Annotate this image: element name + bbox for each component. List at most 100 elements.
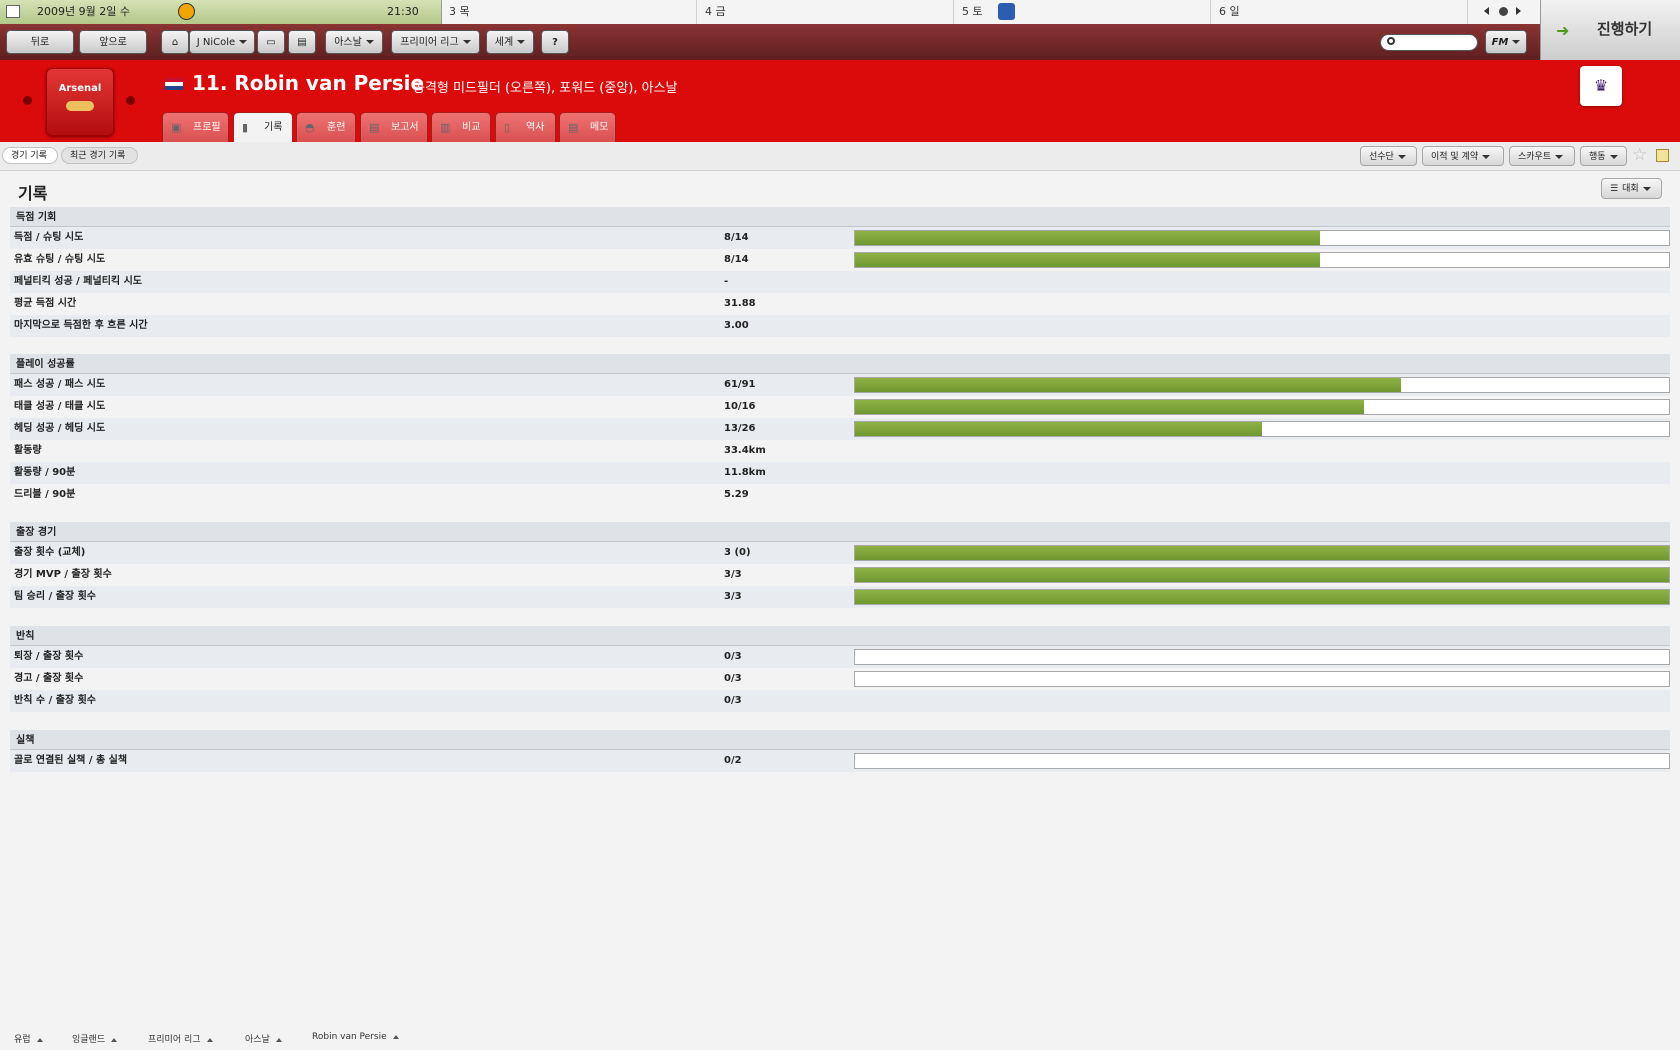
nationality-flag-icon	[165, 78, 183, 90]
stat-label: 활동량	[14, 445, 42, 456]
news-icon: ▤	[297, 37, 307, 48]
world-menu[interactable]: 세계	[486, 30, 534, 54]
training-cone-icon: ◓	[305, 121, 315, 134]
tab-compare[interactable]: ▥ 비교	[431, 112, 491, 142]
breadcrumb-item[interactable]: 잉글랜드	[72, 1032, 118, 1045]
notes-icon: ▤	[568, 121, 579, 134]
stat-label: 유효 슈팅 / 슈팅 시도	[14, 254, 106, 265]
calendar-prev-icon[interactable]	[1484, 7, 1489, 15]
stat-value: 3.00	[724, 320, 749, 331]
next-player-icon[interactable]	[126, 96, 135, 105]
stat-label: 퇴장 / 출장 횟수	[14, 651, 84, 662]
continue-button[interactable]: ➜ 진행하기	[1540, 0, 1680, 60]
page-title: 기록	[18, 184, 48, 203]
calendar-today[interactable]: 2009년 9월 2일 수 21:30	[0, 0, 442, 24]
calendar-next-icon[interactable]	[1516, 7, 1521, 15]
search-field[interactable]	[1380, 34, 1478, 51]
calendar-today-dot-icon[interactable]	[1499, 7, 1508, 16]
league-menu[interactable]: 프리미어 리그	[391, 30, 480, 54]
chevron-down-icon	[1642, 186, 1651, 191]
calendar-day[interactable]: 5 토	[954, 0, 1211, 24]
stat-label: 팀 승리 / 출장 횟수	[14, 591, 96, 602]
subtab-recent-matches[interactable]: 최근 경기 기록	[61, 147, 138, 164]
notes-add-icon[interactable]	[1656, 149, 1669, 162]
stat-value: 61/91	[724, 379, 756, 390]
player-positions: 공격형 미드필더 (오른쪽), 포워드 (중앙), 아스날	[413, 81, 678, 96]
stat-label: 출장 횟수 (교체)	[14, 547, 86, 558]
player-name-title: 11. Robin van Persie	[192, 71, 425, 95]
calendar-day[interactable]: 6 일	[1211, 0, 1468, 24]
section-header: 실책	[10, 730, 1670, 750]
stat-bar	[854, 545, 1670, 561]
stat-bar	[854, 671, 1670, 687]
tab-label: 보고서	[391, 122, 419, 133]
star-shortlist-icon[interactable]: ☆	[1632, 145, 1648, 165]
club-label: 아스날	[334, 37, 362, 48]
competition-filter-button[interactable]: ☰ 대회	[1601, 178, 1662, 199]
match-badge-icon	[998, 3, 1015, 20]
breadcrumb-item[interactable]: 프리미어 리그	[148, 1032, 213, 1045]
stat-row: 경기 MVP / 출장 횟수 3/3	[10, 564, 1670, 586]
player-header: Arsenal 11. Robin van Persie 공격형 미드필더 (오…	[0, 60, 1680, 142]
stat-row: 패스 성공 / 패스 시도 61/91	[10, 374, 1670, 396]
prev-player-icon[interactable]	[23, 96, 32, 105]
tab-training[interactable]: ◓ 훈련	[296, 112, 356, 142]
crest-text: Arsenal	[58, 83, 102, 94]
search-input[interactable]	[1401, 36, 1477, 51]
breadcrumb-item[interactable]: Robin van Persie	[312, 1032, 399, 1042]
club-menu[interactable]: 아스날	[325, 30, 383, 54]
action-menu-button[interactable]: 행동	[1580, 146, 1627, 166]
stat-bar-fill	[855, 590, 1669, 604]
chevron-up-icon	[275, 1037, 282, 1042]
tab-label: 기록	[264, 122, 283, 133]
stat-row: 태클 성공 / 태클 시도 10/16	[10, 396, 1670, 418]
stat-row: 팀 승리 / 출장 횟수 3/3	[10, 586, 1670, 608]
club-crest[interactable]: Arsenal	[46, 68, 114, 136]
fm-menu[interactable]: FM	[1485, 30, 1527, 54]
stat-value: 0/3	[724, 651, 742, 662]
news-button[interactable]: ▤	[288, 30, 316, 54]
stat-label: 골로 연결된 실책 / 총 실책	[14, 755, 128, 766]
stat-value: 0/3	[724, 673, 742, 684]
home-button[interactable]: ⌂	[161, 30, 189, 54]
squad-menu-button[interactable]: 선수단	[1360, 146, 1417, 166]
opponent-badge-icon	[178, 3, 195, 20]
stat-bar	[854, 753, 1670, 769]
stat-value: 0/2	[724, 755, 742, 766]
breadcrumb-item[interactable]: 유럽	[14, 1032, 43, 1045]
stat-label: 득점 / 슈팅 시도	[14, 232, 84, 243]
tab-stats[interactable]: ▮ 기록	[233, 112, 293, 142]
help-button[interactable]: ?	[541, 30, 569, 54]
tab-notes[interactable]: ▤ 메모	[559, 112, 616, 142]
stat-row: 평균 득점 시간 31.88	[10, 293, 1670, 315]
back-button[interactable]: 뒤로	[6, 30, 74, 54]
tab-history[interactable]: ▯ 역사	[495, 112, 556, 142]
home-icon: ⌂	[171, 37, 179, 48]
calendar-day-label: 3 목	[449, 5, 470, 18]
stat-bar-fill	[855, 568, 1669, 582]
stat-value: 31.88	[724, 298, 756, 309]
stat-value: 0/3	[724, 695, 742, 706]
subtab-match-stats[interactable]: 경기 기록	[2, 147, 58, 164]
continue-label: 진행하기	[1597, 20, 1653, 38]
inbox-button[interactable]: ▭	[257, 30, 285, 54]
inbox-icon: ▭	[266, 37, 276, 48]
chevron-down-icon	[1512, 40, 1521, 44]
breadcrumb: 유럽 잉글랜드 프리미어 리그 아스날 Robin van Persie	[0, 1030, 1680, 1050]
action-label: 행동	[1589, 152, 1606, 162]
action-label: 선수단	[1369, 152, 1394, 162]
calendar-day[interactable]: 3 목	[441, 0, 697, 24]
calendar-day[interactable]: 4 금	[697, 0, 954, 24]
calendar-day-label: 5 토	[962, 5, 983, 18]
transfer-menu-button[interactable]: 이적 및 계약	[1422, 146, 1504, 166]
tab-profile[interactable]: ▣ 프로필	[162, 112, 229, 142]
tab-report[interactable]: ▤ 보고서	[360, 112, 428, 142]
forward-label: 앞으로	[99, 37, 127, 48]
action-label: 스카우트	[1518, 152, 1552, 162]
forward-button[interactable]: 앞으로	[79, 30, 147, 54]
scout-menu-button[interactable]: 스카우트	[1509, 146, 1575, 166]
section-header: 득점 기회	[10, 207, 1670, 227]
premier-league-logo[interactable]: ♛	[1580, 66, 1622, 106]
breadcrumb-item[interactable]: 아스날	[245, 1032, 282, 1045]
manager-menu[interactable]: J NiCole	[189, 30, 255, 54]
